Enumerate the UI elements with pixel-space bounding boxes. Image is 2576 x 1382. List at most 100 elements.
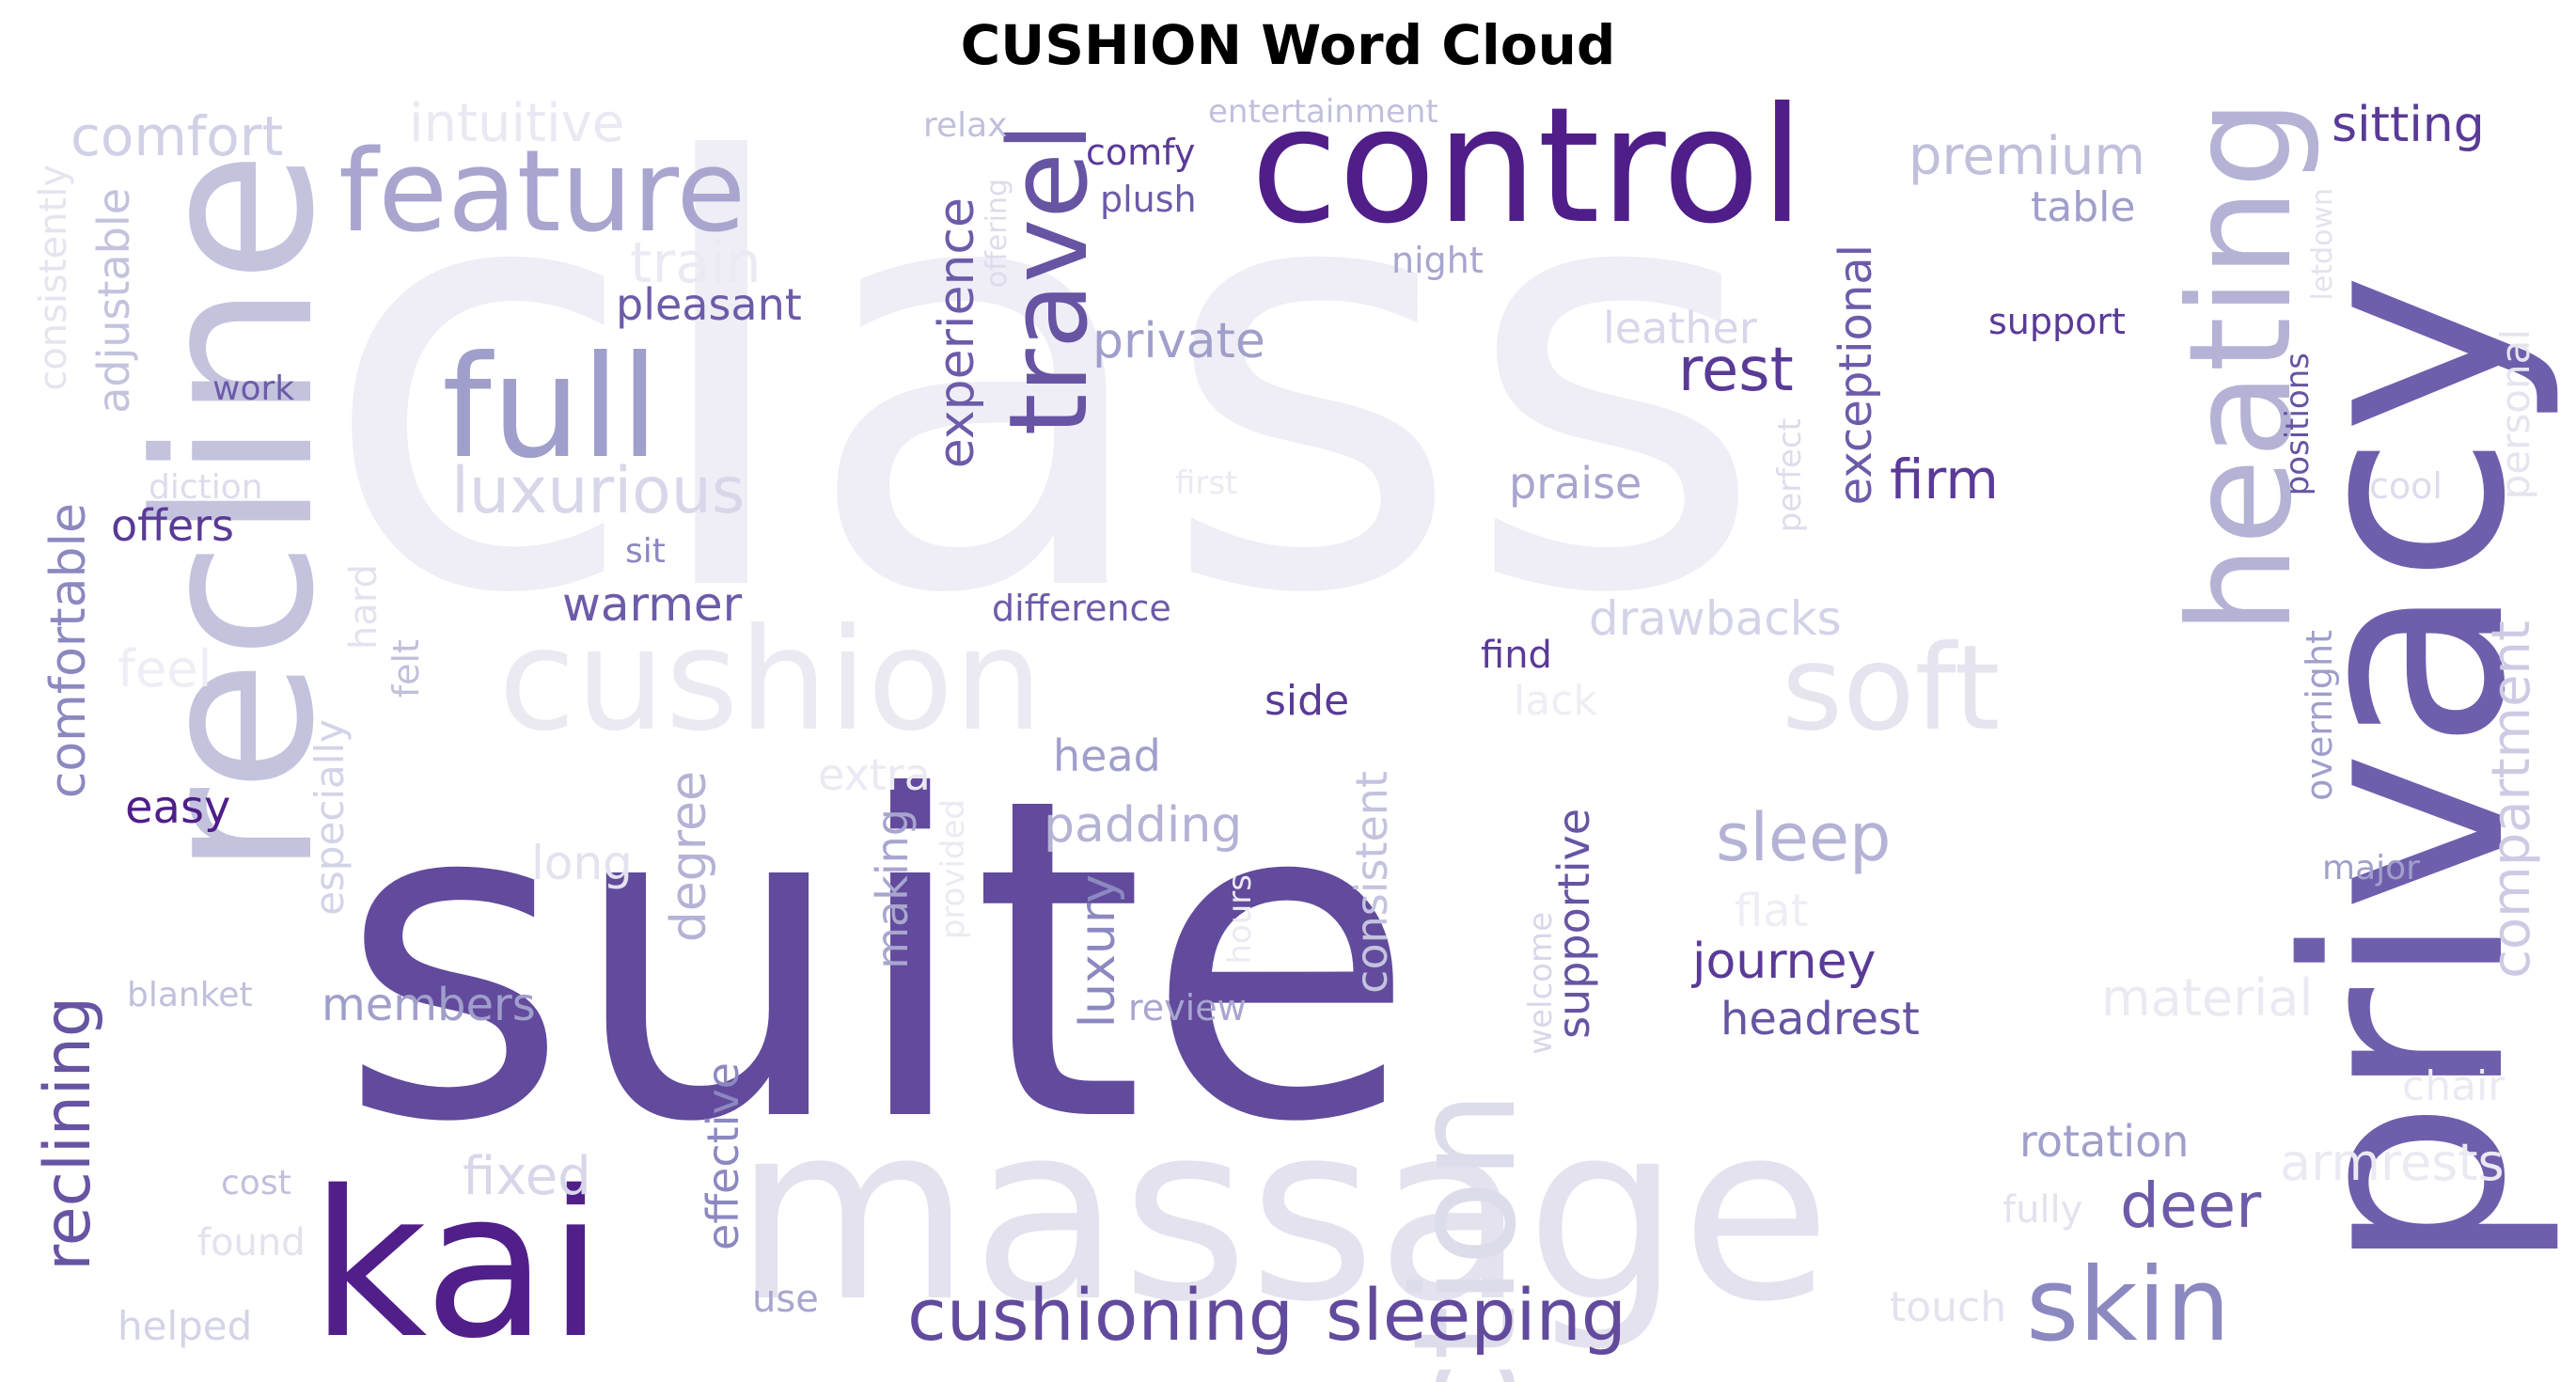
- word-flat: flat: [1735, 885, 1808, 937]
- word-members: members: [322, 979, 536, 1031]
- word-night: night: [1391, 240, 1484, 281]
- word-hours: hours: [1221, 874, 1259, 965]
- word-first: first: [1175, 464, 1237, 502]
- word-cushioning: cushioning: [907, 1273, 1294, 1357]
- word-side: side: [1264, 677, 1349, 725]
- word-experience: experience: [929, 197, 985, 468]
- word-travel: travel: [986, 122, 1112, 436]
- word-headrest: headrest: [1720, 993, 1920, 1045]
- word-leather: leather: [1603, 303, 1757, 353]
- word-recline: recline: [111, 150, 362, 877]
- word-function: function: [1384, 1091, 1547, 1382]
- word-premium: premium: [1908, 126, 2145, 187]
- word-personal: personal: [2492, 329, 2538, 499]
- word-train: train: [630, 230, 762, 296]
- word-rest: rest: [1678, 336, 1794, 405]
- word-warmer: warmer: [562, 577, 743, 632]
- word-felt: felt: [385, 639, 427, 698]
- word-firm: firm: [1890, 448, 1999, 511]
- word-helped: helped: [118, 1303, 252, 1349]
- word-skin: skin: [2026, 1247, 2230, 1364]
- word-work: work: [212, 369, 294, 408]
- word-fixed: fixed: [463, 1146, 591, 1207]
- word-control: control: [1250, 73, 1804, 259]
- word-private: private: [1092, 313, 1265, 369]
- word-feel: feel: [118, 639, 212, 699]
- word-deer: deer: [2120, 1170, 2262, 1242]
- word-suite: suite: [338, 704, 1417, 1218]
- word-exceptional: exceptional: [1830, 244, 1882, 505]
- word-supportive: supportive: [1548, 809, 1599, 1039]
- word-effective: effective: [698, 1062, 748, 1250]
- word-letdown: letdown: [2306, 188, 2339, 301]
- word-sleep: sleep: [1716, 799, 1891, 876]
- word-found: found: [197, 1221, 306, 1264]
- word-hard: hard: [342, 564, 385, 650]
- page-title: CUSHION Word Cloud: [960, 13, 1616, 77]
- word-pleasant: pleasant: [616, 279, 802, 330]
- word-compartment: compartment: [2481, 620, 2542, 979]
- word-find: find: [1481, 634, 1552, 677]
- word-armrests: armrests: [2280, 1133, 2505, 1192]
- word-sit: sit: [625, 532, 666, 571]
- word-extra: extra: [818, 749, 931, 800]
- word-massage: massage: [733, 1072, 1831, 1356]
- word-kai: kai: [310, 1147, 604, 1382]
- word-adjustable: adjustable: [88, 188, 139, 414]
- word-comfy: comfy: [1086, 132, 1195, 173]
- word-positions: positions: [2279, 353, 2317, 495]
- word-plush: plush: [1100, 179, 1197, 220]
- word-touch: touch: [1890, 1283, 2006, 1331]
- word-feature: feature: [338, 127, 746, 258]
- word-cool: cool: [2369, 465, 2442, 507]
- word-offers: offers: [111, 500, 234, 551]
- word-comfortable: comfortable: [40, 503, 97, 798]
- word-support: support: [1988, 301, 2126, 342]
- word-easy: easy: [125, 781, 230, 834]
- word-privacy: privacy: [2249, 273, 2566, 1273]
- word-relax: relax: [923, 106, 1008, 145]
- word-making: making: [867, 809, 918, 969]
- word-lack: lack: [1514, 677, 1597, 725]
- word-soft: soft: [1782, 620, 2000, 757]
- word-especially: especially: [306, 719, 353, 916]
- word-padding: padding: [1044, 797, 1242, 854]
- word-reclining: reclining: [31, 997, 105, 1271]
- word-difference: difference: [992, 588, 1171, 629]
- word-sitting: sitting: [2332, 97, 2485, 153]
- word-table: table: [2031, 183, 2135, 231]
- word-journey: journey: [1691, 934, 1876, 990]
- word-use: use: [752, 1278, 819, 1321]
- word-provided: provided: [935, 799, 972, 939]
- word-consistent: consistent: [1346, 771, 1397, 994]
- word-offering: offering: [981, 179, 1013, 288]
- word-intuitive: intuitive: [409, 93, 624, 154]
- word-long: long: [531, 836, 633, 890]
- word-head: head: [1053, 730, 1161, 781]
- word-comfort: comfort: [71, 104, 283, 168]
- word-cost: cost: [221, 1164, 291, 1202]
- word-material: material: [2101, 968, 2313, 1028]
- word-rotation: rotation: [2019, 1116, 2189, 1167]
- word-consistently: consistently: [32, 165, 75, 391]
- word-overnight: overnight: [2299, 630, 2340, 801]
- word-drawbacks: drawbacks: [1589, 591, 1842, 646]
- word-full: full: [442, 326, 659, 490]
- word-cushion: cushion: [498, 599, 1043, 762]
- word-welcome: welcome: [1522, 912, 1560, 1055]
- word-review: review: [1128, 987, 1247, 1029]
- word-luxury: luxury: [1070, 874, 1126, 1028]
- word-sleeping: sleeping: [1326, 1273, 1626, 1357]
- word-luxurious: luxurious: [451, 454, 745, 528]
- word-class: class: [320, 43, 1767, 721]
- word-heating: heating: [2160, 99, 2323, 635]
- word-perfect: perfect: [1771, 418, 1809, 532]
- word-blanket: blanket: [127, 976, 253, 1014]
- word-major: major: [2322, 849, 2420, 887]
- word-diction: diction: [149, 468, 263, 507]
- word-fully: fully: [2003, 1188, 2082, 1232]
- word-entertainment: entertainment: [1208, 93, 1438, 131]
- word-degree: degree: [661, 771, 717, 942]
- word-chair: chair: [2402, 1062, 2505, 1110]
